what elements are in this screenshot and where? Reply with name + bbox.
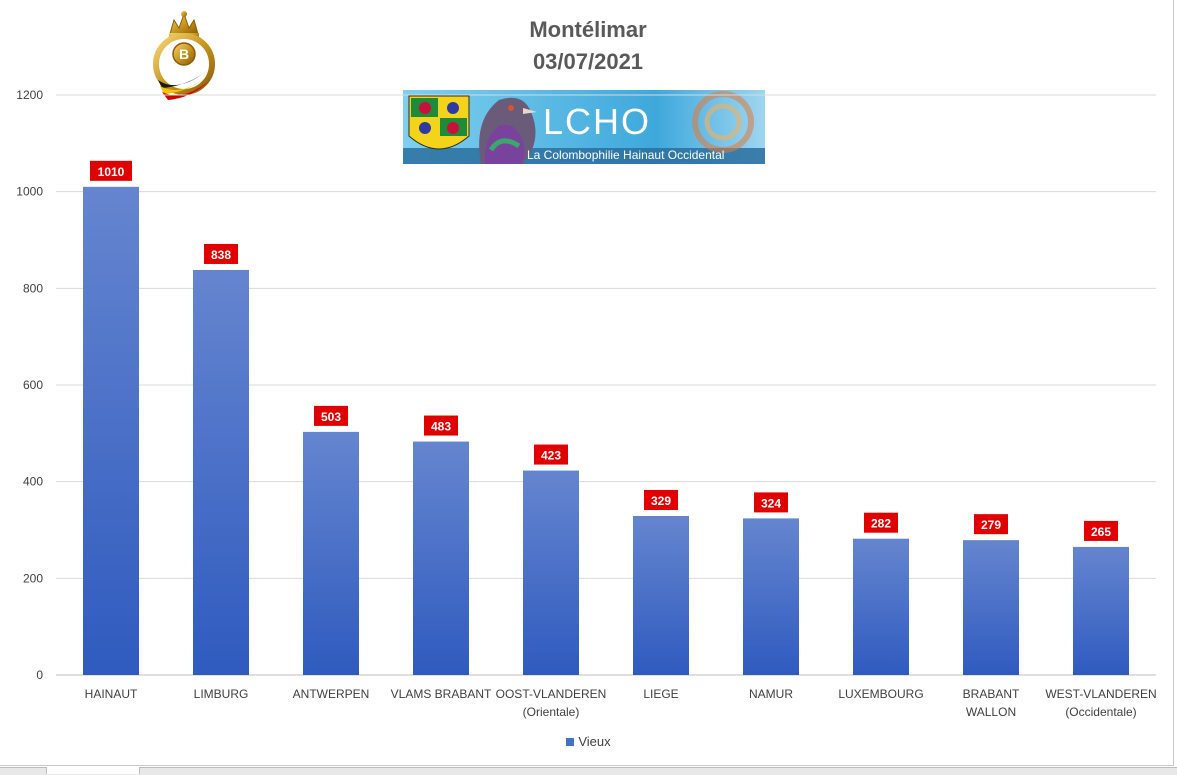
data-label-box	[534, 444, 568, 465]
lcho-banner-text: LCHO	[543, 101, 651, 142]
bar	[413, 441, 469, 675]
data-label-box	[90, 160, 132, 181]
y-tick-label: 400	[23, 475, 43, 489]
lcho-banner-caption: La Colombophilie Hainaut Occidental	[527, 148, 724, 162]
bar	[523, 470, 579, 675]
x-tick-label: BRABANT	[963, 687, 1020, 701]
data-label: 1010	[98, 165, 125, 179]
bar	[633, 515, 689, 675]
x-tick-label: (Occidentale)	[1065, 705, 1136, 719]
x-tick-label: WEST-VLANDEREN	[1045, 687, 1156, 701]
bar	[853, 538, 909, 675]
bars	[83, 186, 1129, 676]
data-label-box	[1084, 520, 1118, 541]
bar	[303, 431, 359, 675]
data-label-box	[314, 405, 348, 426]
data-label: 838	[211, 248, 231, 262]
x-tick-label: NAMUR	[749, 687, 793, 701]
chart-title-block: Montélimar 03/07/2021	[400, 14, 776, 78]
x-tick-label: LIEGE	[643, 687, 678, 701]
x-tick-label: WALLON	[966, 705, 1016, 719]
x-axis-ticks: HAINAUT LIMBURG ANTWERPEN VLAMS BRABANT OOST…	[85, 687, 1157, 719]
data-label: 265	[1091, 525, 1111, 539]
data-label-box	[754, 492, 788, 513]
data-label: 279	[981, 518, 1001, 532]
sheet-tab-bar	[0, 767, 1177, 775]
chart-subtitle: 03/07/2021	[532, 49, 644, 74]
y-tick-label: 200	[23, 571, 43, 585]
data-label-box	[644, 489, 678, 510]
bar	[1073, 546, 1129, 675]
y-tick-label: 1200	[16, 88, 43, 102]
bar	[193, 269, 249, 675]
bar	[963, 540, 1019, 675]
data-labels: 1010 838 503 483 423 329 324 282 279 265	[90, 160, 1118, 541]
x-tick-label: (Orientale)	[523, 705, 580, 719]
x-tick-label: OOST-VLANDEREN	[496, 687, 607, 701]
x-tick-label: VLAMS BRABANT	[391, 687, 492, 701]
bar	[83, 186, 139, 676]
data-label: 423	[541, 449, 561, 463]
y-axis-ticks: 0 200 400 600 800 1000 1200	[16, 88, 43, 682]
data-label: 483	[431, 420, 451, 434]
legend: Vieux	[0, 734, 1177, 749]
data-label: 329	[651, 494, 671, 508]
data-label: 282	[871, 517, 891, 531]
data-label-box	[974, 514, 1008, 535]
legend-swatch	[566, 738, 575, 746]
chart-title: Montélimar	[529, 17, 647, 42]
y-tick-label: 600	[23, 378, 43, 392]
legend-label: Vieux	[578, 734, 611, 749]
data-label-box	[424, 415, 458, 436]
x-tick-label: LUXEMBOURG	[838, 687, 923, 701]
data-label-box	[204, 243, 238, 264]
x-tick-label: HAINAUT	[85, 687, 138, 701]
x-tick-label: LIMBURG	[194, 687, 249, 701]
svg-text:B: B	[179, 46, 189, 62]
lcho-banner-logo: LCHO La Colombophilie Hainaut Occidental	[403, 90, 765, 164]
x-tick-label: ANTWERPEN	[293, 687, 370, 701]
data-label: 503	[321, 410, 341, 424]
sheet-tab[interactable]	[46, 767, 140, 774]
data-label-box	[864, 512, 898, 533]
crown-b-emblem-logo: B	[153, 11, 215, 100]
y-tick-label: 0	[36, 668, 43, 682]
y-tick-label: 800	[23, 281, 43, 295]
y-tick-label: 1000	[16, 185, 43, 199]
bar	[743, 518, 799, 675]
data-label: 324	[761, 496, 781, 510]
